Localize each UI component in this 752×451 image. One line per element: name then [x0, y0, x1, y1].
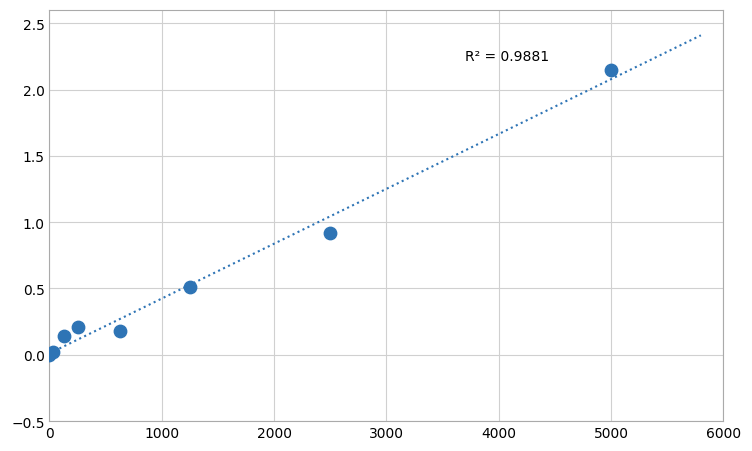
Point: [71, 323, 83, 331]
Point: [114, 327, 126, 335]
Point: [47, 349, 59, 356]
Point: [324, 230, 336, 237]
Point: [605, 67, 617, 74]
Point: [44, 351, 56, 359]
Point: [183, 284, 196, 291]
Point: [57, 333, 69, 340]
Text: R² = 0.9881: R² = 0.9881: [465, 51, 549, 64]
